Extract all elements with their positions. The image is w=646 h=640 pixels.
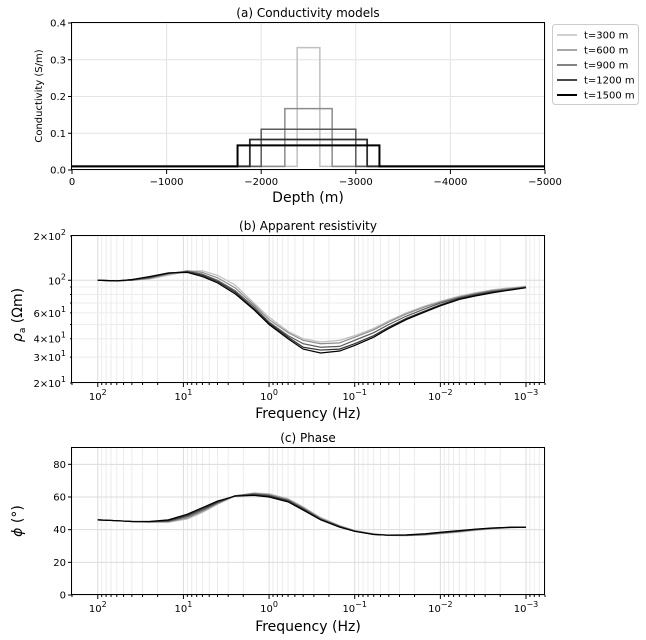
panel-c-xlabel: Frequency (Hz)	[255, 619, 361, 635]
conductivity-series	[72, 144, 545, 168]
y-tick-label: 20	[53, 558, 66, 569]
series-line	[97, 270, 527, 343]
panel-c-title: (c) Phase	[280, 431, 336, 445]
y-tick-label: 0.4	[50, 19, 66, 30]
x-tick-label: 102	[89, 388, 107, 403]
panel-b-xlabel: Frequency (Hz)	[255, 406, 361, 422]
y-tick-label: 3×101	[33, 349, 66, 364]
legend-entry: t=900 m	[584, 61, 628, 72]
x-tick-label: 10−1	[342, 388, 367, 403]
y-tick-label: 4×101	[33, 331, 66, 346]
series-line	[97, 271, 527, 354]
legend-frame	[552, 24, 639, 105]
series-line	[97, 270, 527, 348]
y-tick-label: 0.1	[50, 129, 66, 140]
x-tick-label: 0	[69, 177, 75, 188]
series-line	[97, 270, 527, 345]
panel-a-ticks: 0 −1000 −2000 −3000 −4000 −5000 0.0 0.1 0.2 0.3 0.…	[50, 19, 562, 189]
x-tick-label: −3000	[339, 177, 373, 188]
legend-entry: t=600 m	[584, 46, 628, 57]
panel-a-title: (a) Conductivity models	[236, 6, 379, 20]
x-tick-label: −1000	[150, 177, 184, 188]
panel-a-lines	[72, 46, 545, 168]
panel-c-ylabel: ϕ (°)	[10, 505, 26, 537]
y-tick-label: 0.0	[50, 166, 66, 177]
x-tick-label: 100	[260, 600, 278, 615]
panel-c-frame	[71, 447, 545, 595]
y-tick-label: 6×101	[33, 305, 66, 320]
legend-entry: t=1500 m	[584, 91, 635, 102]
panel-a-ylabel: Conductivity (S/m)	[34, 49, 45, 142]
conductivity-series	[72, 138, 545, 168]
y-tick-label: 102	[48, 272, 66, 287]
x-tick-label: 101	[175, 600, 193, 615]
panel-b-lines	[97, 270, 527, 354]
panel-b-frame	[71, 235, 545, 383]
panel-c-ticks: 102 101 100 10−1 10−2 10−3 0 20 40 60 80	[53, 460, 546, 615]
panel-a-grid	[71, 22, 546, 171]
y-tick-label: 0.3	[50, 55, 66, 66]
panel-phase: (c) Phase 102 101 100 10−1 10−2 10−3 0 20 40 60 80…	[10, 431, 546, 635]
x-tick-label: 10−1	[342, 600, 367, 615]
x-tick-label: −5000	[528, 177, 562, 188]
conductivity-series	[72, 128, 545, 168]
panel-b-title: (b) Apparent resistivity	[239, 219, 377, 233]
x-tick-label: 102	[89, 600, 107, 615]
x-tick-label: 10−3	[514, 388, 539, 403]
x-tick-label: −2000	[244, 177, 278, 188]
conductivity-series	[72, 107, 545, 168]
series-line	[97, 494, 526, 536]
legend-entry: t=300 m	[584, 31, 628, 42]
y-tick-label: 60	[53, 493, 66, 504]
panel-a-xlabel: Depth (m)	[272, 190, 344, 206]
legend: t=300 m t=600 m t=900 m t=1200 m t=1500 m	[552, 24, 639, 105]
x-tick-label: −4000	[433, 177, 467, 188]
x-tick-label: 10−2	[428, 388, 453, 403]
y-tick-label: 80	[53, 460, 66, 471]
legend-entry: t=1200 m	[584, 76, 635, 87]
panel-b-ylabel: ρa (Ωm)	[10, 288, 28, 342]
panel-b-ticks: 102 101 100 10−1 10−2 10−3 2×102 102 6×101 4×101 3…	[33, 228, 546, 403]
y-tick-label: 40	[53, 525, 66, 536]
x-tick-label: 10−2	[428, 600, 453, 615]
x-tick-label: 100	[260, 388, 278, 403]
panel-c-lines	[97, 492, 527, 537]
y-tick-label: 2×102	[33, 228, 66, 243]
panel-apparent-resistivity: (b) Apparent resistivity 102 101 100 10−1 10…	[10, 219, 546, 422]
panel-b-grid	[71, 235, 546, 384]
y-tick-label: 2×101	[33, 375, 66, 390]
conductivity-series	[72, 46, 545, 168]
y-tick-label: 0	[60, 591, 66, 602]
x-tick-label: 10−3	[514, 600, 539, 615]
panel-conductivity: (a) Conductivity models 0 −1000 −2000 −3000…	[34, 6, 639, 206]
x-tick-label: 101	[175, 388, 193, 403]
y-tick-label: 0.2	[50, 92, 66, 103]
